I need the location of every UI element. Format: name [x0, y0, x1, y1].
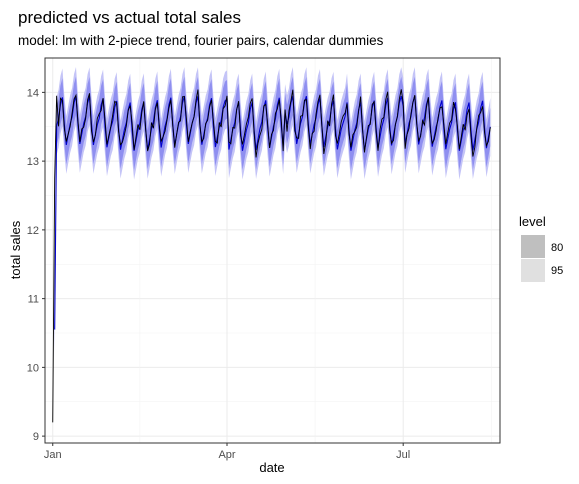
panel-border	[44, 57, 501, 444]
y-tick-label-11: 11	[28, 294, 39, 306]
y-tick-label-13: 13	[27, 156, 39, 168]
chart-title: predicted vs actual total sales	[18, 8, 241, 27]
y-tick-label-9: 9	[33, 431, 39, 443]
x-tick-label-jan: Jan	[44, 449, 62, 461]
x-axis-label: date	[259, 460, 284, 475]
legend-label-80: 80	[551, 242, 563, 254]
chart-subtitle: model: lm with 2-piece trend, fourier pa…	[18, 33, 384, 48]
interval-80-band	[54, 76, 491, 349]
actual-line	[52, 89, 491, 423]
legend-label-95: 95	[551, 265, 563, 277]
y-tick-label-14: 14	[27, 87, 39, 99]
axis-ticks: 9 10 11 12 13 14 Jan Apr Jul	[27, 87, 410, 461]
x-tick-label-jul: Jul	[396, 449, 410, 461]
legend: level 80 95	[519, 214, 563, 282]
series-lines	[52, 89, 491, 423]
legend-title: level	[519, 214, 546, 229]
legend-swatch-95	[521, 259, 545, 282]
y-tick-label-12: 12	[27, 225, 39, 237]
legend-swatch-80	[521, 235, 545, 258]
x-tick-label-apr: Apr	[218, 449, 235, 461]
y-axis-label: total sales	[8, 220, 23, 279]
y-tick-label-10: 10	[27, 362, 39, 374]
prediction-intervals	[54, 67, 491, 359]
